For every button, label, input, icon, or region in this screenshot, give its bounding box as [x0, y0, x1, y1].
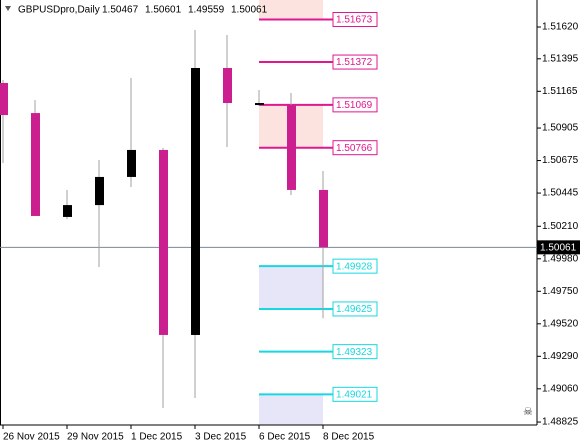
candle-body — [63, 205, 72, 217]
y-tick-label: 1.50675 — [542, 155, 579, 166]
level-label: 1.50766 — [336, 143, 373, 154]
chart-title: GBPUSDpro,Daily — [18, 5, 100, 16]
level-label: 1.49928 — [336, 261, 373, 272]
candle-body — [0, 82, 8, 116]
x-tick-label: 1 Dec 2015 — [131, 432, 183, 443]
header-close: 1.50061 — [231, 5, 268, 16]
candle-body — [319, 189, 328, 248]
y-tick-label: 1.50445 — [542, 188, 579, 199]
x-tick-label: 6 Dec 2015 — [259, 432, 311, 443]
zone — [259, 394, 323, 425]
y-tick-label: 1.49980 — [542, 253, 579, 264]
x-tick-label: 3 Dec 2015 — [195, 432, 247, 443]
zone — [259, 266, 323, 309]
zone — [259, 0, 323, 20]
level-label-box — [332, 12, 378, 28]
y-tick-label: 1.49060 — [542, 383, 579, 394]
candle-body — [223, 67, 232, 104]
y-tick-label: 1.51395 — [542, 53, 579, 64]
level-label: 1.51673 — [336, 15, 373, 26]
level-label: 1.51069 — [336, 100, 373, 111]
candle-body — [287, 105, 296, 190]
y-tick-label: 1.50905 — [542, 123, 579, 134]
candle-body — [127, 149, 136, 177]
x-tick-label: 8 Dec 2015 — [323, 432, 375, 443]
candle-body — [159, 149, 168, 335]
level-label: 1.49021 — [336, 389, 373, 400]
header-high: 1.50601 — [145, 5, 182, 16]
level-label: 1.49625 — [336, 304, 373, 315]
level-label-box — [332, 386, 378, 402]
level-label: 1.51372 — [336, 57, 373, 68]
level-label-box — [332, 344, 378, 360]
candle-body — [31, 113, 40, 216]
skull-icon: ☠ — [523, 406, 533, 418]
x-tick-label: 26 Nov 2015 — [3, 432, 60, 443]
level-label-box — [332, 97, 378, 113]
y-tick-label: 1.50210 — [542, 221, 579, 232]
candle-body — [191, 67, 200, 335]
header-open: 1.50467 — [102, 5, 139, 16]
level-label-box — [332, 54, 378, 70]
y-tick-label: 1.49290 — [542, 351, 579, 362]
x-tick-label: 29 Nov 2015 — [67, 432, 124, 443]
y-tick-label: 1.48825 — [542, 417, 579, 428]
price-label-box — [537, 240, 580, 255]
y-tick-label: 1.51165 — [542, 86, 578, 97]
level-label-box — [332, 258, 378, 274]
y-tick-label: 1.51620 — [542, 22, 579, 33]
candle-body — [255, 103, 264, 106]
y-tick-label: 1.49750 — [542, 286, 579, 297]
level-label: 1.49323 — [336, 347, 373, 358]
level-label-box — [332, 301, 378, 317]
header-low: 1.49559 — [188, 5, 225, 16]
candle-body — [95, 176, 104, 206]
menu-icon — [5, 6, 11, 11]
y-tick-label: 1.49520 — [542, 318, 579, 329]
level-label-box — [332, 140, 378, 156]
price-label: 1.50061 — [540, 242, 577, 253]
